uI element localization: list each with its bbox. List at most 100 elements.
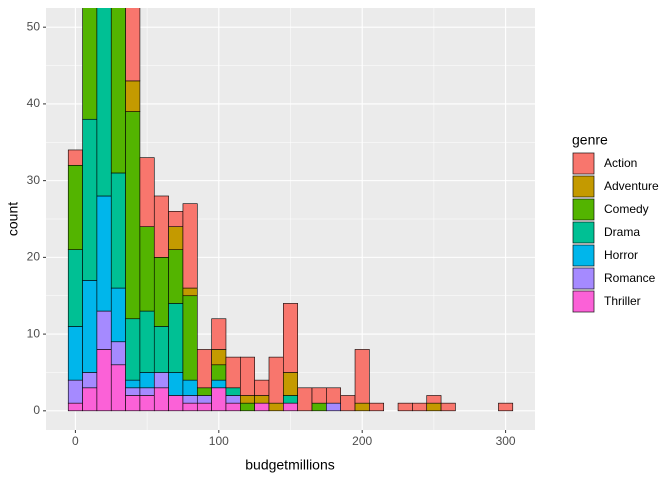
bar-segment bbox=[168, 249, 184, 304]
bar-segment bbox=[67, 379, 83, 404]
bar-segment bbox=[67, 402, 83, 412]
bar-segment bbox=[283, 395, 298, 404]
bar-segment bbox=[125, 395, 141, 412]
bar-segment bbox=[211, 364, 227, 381]
bar-segment bbox=[139, 226, 155, 312]
bar-segment bbox=[168, 395, 184, 412]
legend-label: Action bbox=[604, 156, 637, 170]
bar-segment bbox=[139, 395, 155, 412]
bar-segment bbox=[240, 356, 255, 396]
bar-segment bbox=[326, 387, 341, 404]
legend-label: Drama bbox=[604, 225, 640, 239]
bar-segment bbox=[182, 379, 198, 396]
bar-segment bbox=[311, 387, 327, 404]
bar-segment bbox=[311, 402, 327, 412]
bar-segment bbox=[326, 402, 341, 412]
bar-segment bbox=[82, 8, 98, 120]
bar-segment bbox=[110, 341, 126, 366]
bar-segment bbox=[82, 372, 98, 389]
bar-segment bbox=[211, 387, 227, 412]
bar-segment bbox=[225, 395, 241, 404]
x-axis-title: budgetmillions bbox=[245, 457, 335, 473]
bar-segment bbox=[125, 80, 141, 112]
y-axis-title: count bbox=[5, 202, 21, 236]
bar-segment bbox=[211, 379, 227, 389]
y-tick-label: 30 bbox=[27, 173, 41, 187]
bar-segment bbox=[96, 8, 112, 197]
legend-label: Romance bbox=[604, 271, 656, 285]
bar-segment bbox=[254, 395, 270, 404]
bar-segment bbox=[182, 395, 198, 404]
bar-segment bbox=[412, 402, 428, 412]
bar-segment bbox=[182, 402, 198, 412]
bar-segment bbox=[283, 402, 298, 412]
bar-segment bbox=[110, 364, 126, 412]
legend: Action Adventure Comedy Drama Horror Romance T… bbox=[572, 152, 659, 313]
legend-swatch bbox=[572, 221, 595, 244]
bar-segment bbox=[168, 303, 184, 373]
bar-segment bbox=[67, 149, 83, 166]
bar-segment bbox=[182, 203, 198, 289]
bar-segment bbox=[268, 356, 284, 404]
bar-segment bbox=[96, 349, 112, 412]
bar-segment bbox=[139, 372, 155, 389]
bar-segment bbox=[211, 318, 227, 350]
legend-swatch bbox=[572, 244, 595, 267]
bar-segment bbox=[153, 326, 169, 373]
y-tick-label: 10 bbox=[27, 326, 41, 340]
bar-segment bbox=[82, 280, 98, 373]
legend-label: Horror bbox=[604, 248, 638, 262]
bar-segment bbox=[82, 387, 98, 412]
bar-segment bbox=[153, 195, 169, 258]
bar-segment bbox=[125, 8, 141, 82]
bar-segment bbox=[240, 395, 255, 404]
bars bbox=[67, 8, 514, 412]
bar-segment bbox=[67, 326, 83, 381]
bar-segment bbox=[139, 387, 155, 396]
bar-segment bbox=[96, 310, 112, 350]
bar-segment bbox=[254, 402, 270, 412]
bar-segment bbox=[283, 303, 298, 373]
legend-swatch bbox=[572, 152, 595, 175]
axes: 0 10 20 30 40 50 0 100 200 300 bbox=[27, 19, 516, 448]
bar-segment bbox=[268, 402, 284, 412]
bar-segment bbox=[139, 157, 155, 227]
bar-segment bbox=[153, 257, 169, 327]
bar-segment bbox=[369, 402, 385, 412]
bar-segment bbox=[139, 310, 155, 373]
bar-segment bbox=[110, 172, 126, 289]
bar-segment bbox=[283, 372, 298, 396]
legend-swatch bbox=[572, 267, 595, 290]
bar-segment bbox=[397, 402, 413, 412]
bar-segment bbox=[125, 111, 141, 320]
bar-segment bbox=[426, 395, 442, 404]
bar-segment bbox=[254, 379, 270, 396]
bar-segment bbox=[196, 402, 212, 412]
bar-segment bbox=[110, 287, 126, 343]
legend-swatch bbox=[572, 290, 595, 313]
x-tick-label: 0 bbox=[72, 434, 79, 448]
bar-segment bbox=[125, 318, 141, 381]
bar-segment bbox=[125, 379, 141, 389]
legend-label: Thriller bbox=[604, 294, 641, 308]
bar-segment bbox=[211, 349, 227, 366]
legend-swatch bbox=[572, 175, 595, 198]
legend-label: Adventure bbox=[604, 179, 659, 193]
bar-segment bbox=[153, 387, 169, 412]
legend-title: genre bbox=[572, 132, 608, 148]
bar-segment bbox=[225, 402, 241, 412]
bar-segment bbox=[240, 402, 255, 412]
y-tick-label: 20 bbox=[27, 250, 41, 264]
bar-segment bbox=[340, 395, 356, 412]
bar-segment bbox=[168, 372, 184, 396]
bar-segment bbox=[498, 402, 514, 412]
legend-swatch bbox=[572, 198, 595, 221]
bar-segment bbox=[168, 211, 184, 227]
bar-segment bbox=[182, 287, 198, 297]
bar-segment bbox=[82, 118, 98, 281]
bar-segment bbox=[225, 387, 241, 396]
bar-segment bbox=[67, 164, 83, 250]
bar-segment bbox=[168, 226, 184, 250]
